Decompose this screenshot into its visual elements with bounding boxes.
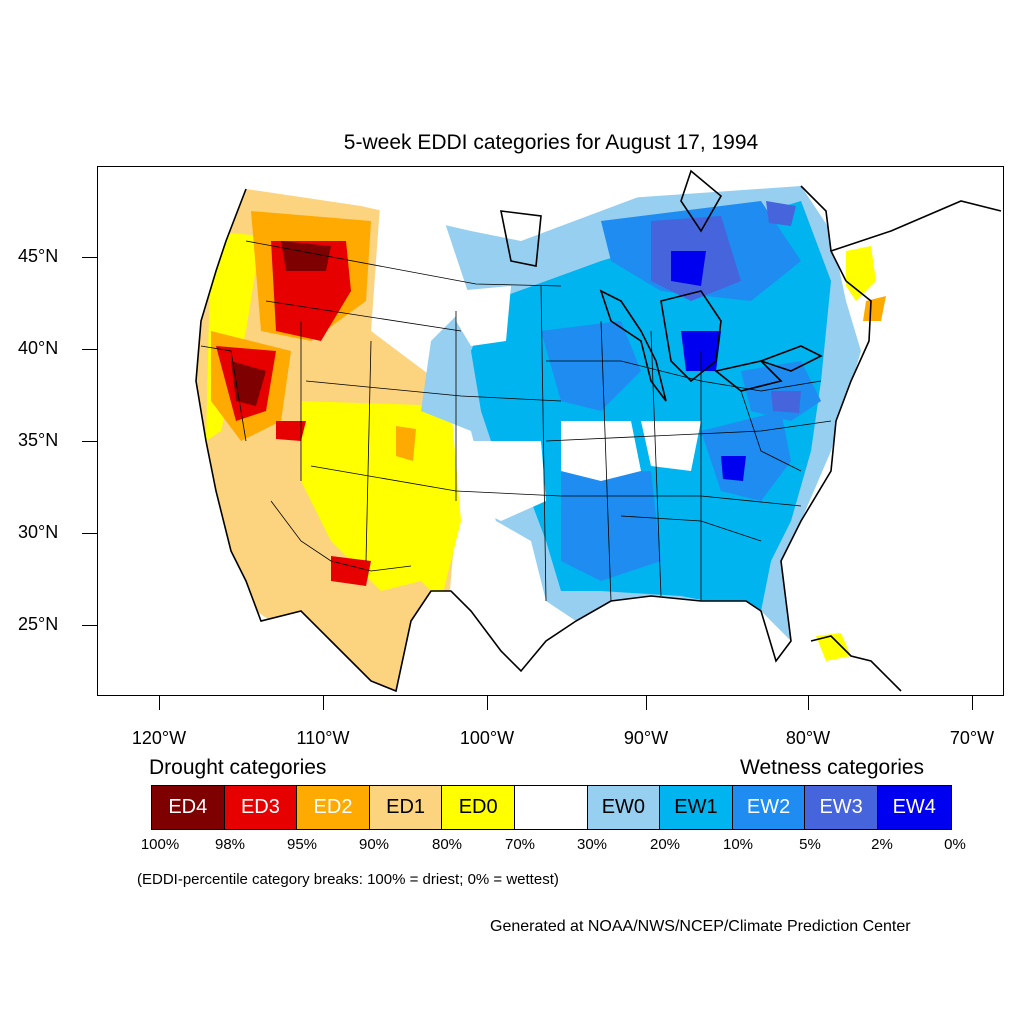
legend-box-ed2: ED2 (297, 786, 370, 829)
lon-tick-70 (972, 696, 973, 710)
lat-tick-30 (82, 533, 97, 534)
map-title: 5-week EDDI categories for August 17, 19… (343, 131, 759, 154)
pct-break-20: 20% (649, 836, 681, 853)
pct-break-2: 2% (871, 836, 893, 853)
wetness-heading: Wetness categories (740, 756, 925, 779)
pct-break-98: 98% (214, 836, 246, 853)
category-legend: ED4 ED3 ED2 ED1 ED0 EW0 EW1 EW2 EW3 EW4 (151, 785, 952, 830)
lat-tick-25 (82, 625, 97, 626)
state-borders (200, 240, 832, 602)
lon-label-120: 120°W (131, 728, 187, 748)
lat-tick-40 (82, 349, 97, 350)
lat-label-30: 30°N (18, 522, 59, 542)
lat-tick-45 (82, 257, 97, 258)
map-panel[interactable] (97, 166, 1004, 696)
legend-box-ew1: EW1 (660, 786, 733, 829)
lon-tick-90 (646, 696, 647, 710)
lat-tick-35 (82, 441, 97, 442)
legend-box-ew2: EW2 (732, 786, 806, 829)
legend-box-ew0: EW0 (587, 786, 661, 829)
lat-label-45: 45°N (18, 246, 59, 266)
lon-tick-120 (159, 696, 160, 710)
lon-label-70: 70°W (949, 728, 995, 748)
legend-box-ew4: EW4 (877, 786, 951, 829)
legend-box-ed4: ED4 (152, 786, 225, 829)
legend-box-ed0: ED0 (442, 786, 515, 829)
lat-label-35: 35°N (18, 430, 59, 450)
lon-label-110: 110°W (296, 728, 350, 748)
credit-line: Generated at NOAA/NWS/NCEP/Climate Predi… (490, 918, 911, 935)
drought-heading: Drought categories (149, 756, 327, 779)
eddi-map (195, 169, 1002, 693)
pct-break-90: 90% (358, 836, 390, 853)
legend-box-ed1: ED1 (369, 786, 443, 829)
lon-label-80: 80°W (785, 728, 831, 748)
pct-break-95: 95% (286, 836, 318, 853)
pct-break-30: 30% (576, 836, 608, 853)
pct-break-80: 80% (431, 836, 463, 853)
legend-box-ed3: ED3 (224, 786, 298, 829)
pct-break-10: 10% (722, 836, 754, 853)
eddi-shading (196, 186, 871, 691)
category-note: (EDDI-percentile category breaks: 100% =… (137, 871, 559, 888)
pct-break-0: 0% (944, 836, 966, 853)
legend-box-neutral (514, 786, 588, 829)
legend-box-ew3: EW3 (805, 786, 878, 829)
lon-tick-100 (487, 696, 488, 710)
lat-label-40: 40°N (18, 338, 59, 358)
pct-break-5: 5% (799, 836, 821, 853)
lat-label-25: 25°N (18, 614, 59, 634)
pct-break-100: 100% (140, 836, 180, 853)
lon-label-100: 100°W (459, 728, 515, 748)
lon-label-90: 90°W (623, 728, 669, 748)
lon-tick-80 (808, 696, 809, 710)
pct-break-70: 70% (504, 836, 536, 853)
coastlines (195, 169, 1002, 693)
lon-tick-110 (323, 696, 324, 710)
